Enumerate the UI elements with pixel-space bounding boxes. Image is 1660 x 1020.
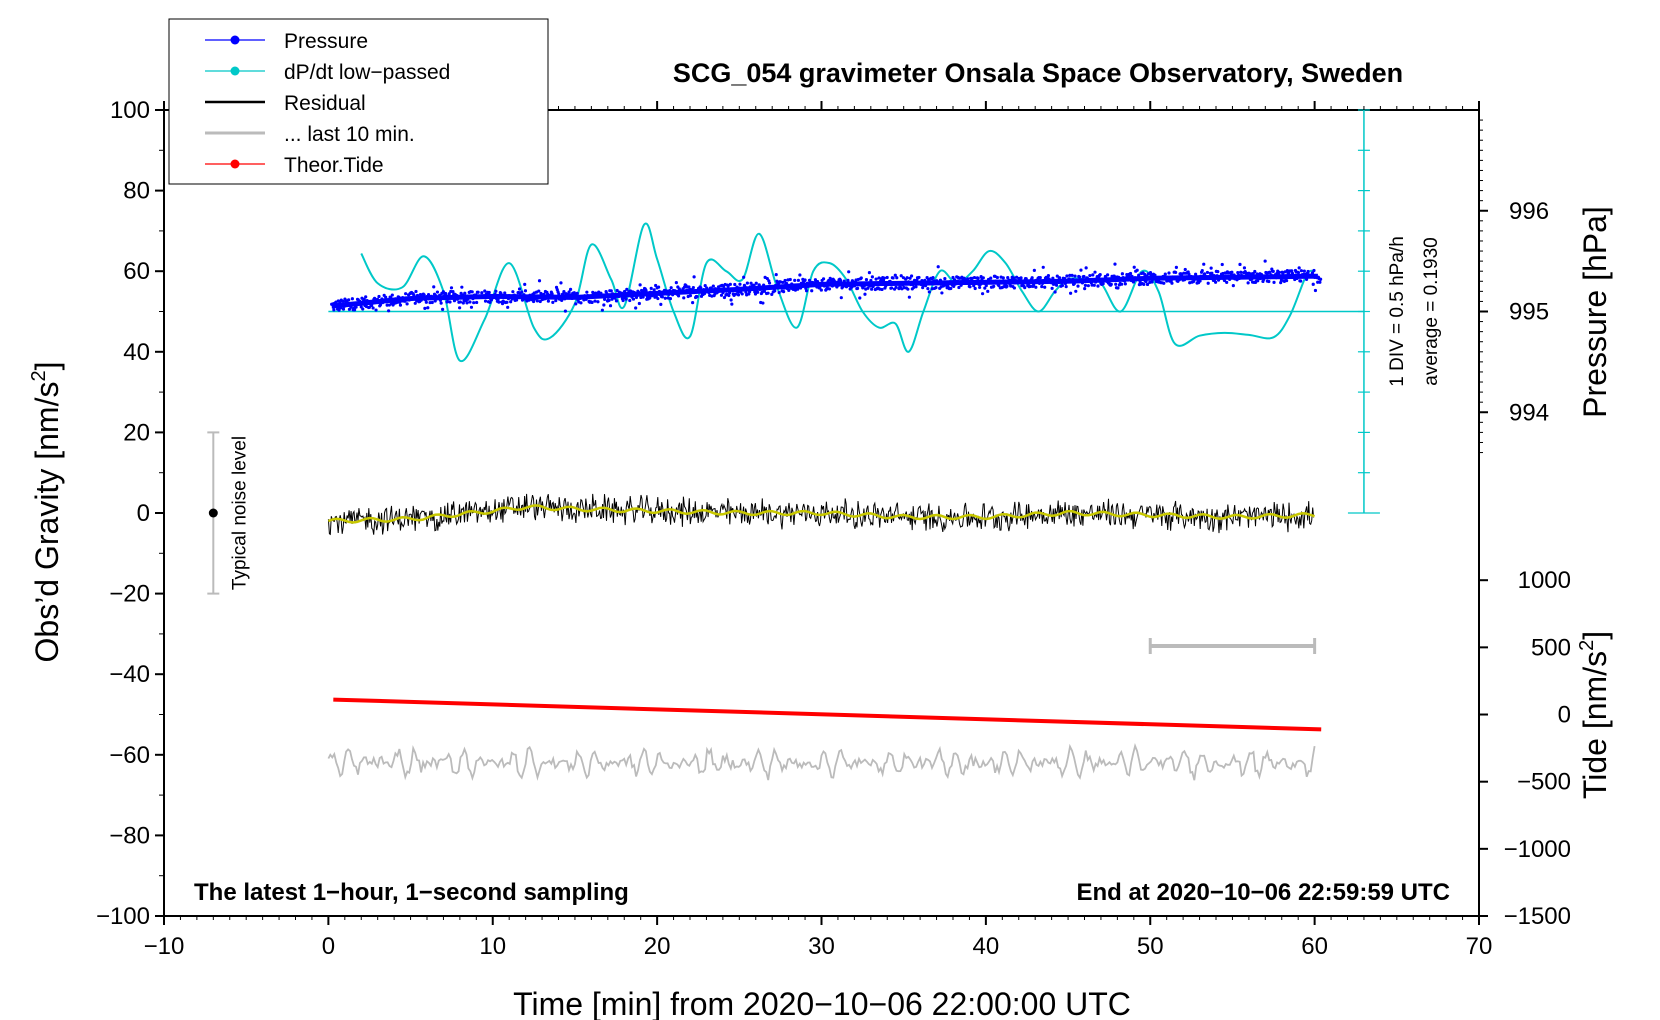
x-tick-label: −10 — [144, 933, 185, 960]
y-tick-label: 100 — [110, 97, 150, 124]
y-tick-label: −60 — [109, 742, 150, 769]
dpdt-average-label: average = 0.1930 — [1421, 237, 1442, 385]
pressure-axis-label: Pressure [hPa] — [1577, 206, 1613, 418]
y-tick-label: 20 — [123, 419, 150, 446]
y-axis-label: Obs’d Gravity [nm/s2] — [28, 362, 65, 663]
residual-line — [327, 493, 1315, 536]
y-tick-label: −20 — [109, 581, 150, 608]
legend: Pressure dP/dt low−passed Residual ... last… — [168, 18, 549, 185]
tide-tick-label: −1000 — [1504, 836, 1571, 863]
residual-smooth-line — [327, 504, 1315, 524]
last10-series-layer — [327, 742, 1316, 782]
x-tick-label: 0 — [322, 933, 335, 960]
dpdt-div-label: 1 DIV = 0.5 hPa/h — [1387, 236, 1408, 387]
legend-label: dP/dt low−passed — [284, 61, 450, 84]
legend-label: Theor.Tide — [284, 154, 384, 177]
legend-swatch-marker — [230, 159, 240, 169]
tide-axis-ticks: −1500 −1000 −500 0 500 1000 — [1479, 567, 1571, 930]
legend-label: Residual — [284, 92, 366, 115]
tide-tick-label: 1000 — [1518, 567, 1571, 594]
x-tick-label: 10 — [479, 933, 506, 960]
annotation-bottom-left: The latest 1−hour, 1−second sampling — [194, 879, 629, 906]
noise-center-dot — [208, 508, 218, 518]
y-tick-label: 60 — [123, 258, 150, 285]
annotation-bottom-right: End at 2020−10−06 22:59:59 UTC — [1076, 879, 1450, 906]
pressure-axis-ticks: 994 995 996 — [1479, 119, 1549, 454]
x-tick-label: 30 — [808, 933, 835, 960]
tide-tick-label: 0 — [1558, 702, 1571, 729]
y-tick-label: 80 — [123, 178, 150, 205]
tide-tick-label: −500 — [1517, 769, 1571, 796]
tide-axis-label: Tide [nm/s2] — [1576, 631, 1613, 799]
y-tick-label: 0 — [137, 500, 150, 527]
x-tick-label: 50 — [1137, 933, 1164, 960]
x-axis-ticks: −10 0 10 20 30 40 50 60 70 — [144, 101, 1493, 960]
x-tick-label: 70 — [1466, 933, 1493, 960]
pressure-tick-label: 996 — [1509, 198, 1549, 225]
dpdt-baseline-layer: 1 DIV = 0.5 hPa/h average = 0.1930 — [328, 109, 1442, 514]
pressure-tick-label: 994 — [1509, 399, 1549, 426]
y-axis-ticks: −100 −80 −60 −40 −20 0 20 40 60 80 100 — [96, 97, 164, 930]
tide-tick-label: 500 — [1531, 634, 1571, 661]
pressure-core — [331, 273, 1318, 309]
y-tick-label: −100 — [96, 903, 150, 930]
tide-series-layer — [333, 697, 1322, 732]
y-tick-label: −80 — [109, 822, 150, 849]
residual-series-layer — [327, 493, 1315, 536]
annotation-layer: Typical noise level — [207, 431, 1317, 654]
tide-tick-label: −1500 — [1504, 903, 1571, 930]
y-tick-label: −40 — [109, 661, 150, 688]
y-tick-label: 40 — [123, 339, 150, 366]
chart-title: SCG_054 gravimeter Onsala Space Observat… — [673, 58, 1403, 88]
x-axis-label: Time [min] from 2020−10−06 22:00:00 UTC — [513, 986, 1131, 1020]
legend-swatch-marker — [230, 35, 240, 45]
legend-label: ... last 10 min. — [284, 123, 415, 146]
x-tick-label: 40 — [973, 933, 1000, 960]
x-tick-label: 20 — [644, 933, 671, 960]
noise-label: Typical noise level — [229, 436, 250, 590]
x-tick-label: 60 — [1301, 933, 1328, 960]
legend-label: Pressure — [284, 30, 368, 53]
last10-line — [327, 742, 1316, 782]
pressure-series-layer — [330, 259, 1323, 313]
tide-line — [333, 697, 1322, 732]
legend-swatch-marker — [230, 66, 240, 76]
pressure-tick-label: 995 — [1509, 299, 1549, 326]
